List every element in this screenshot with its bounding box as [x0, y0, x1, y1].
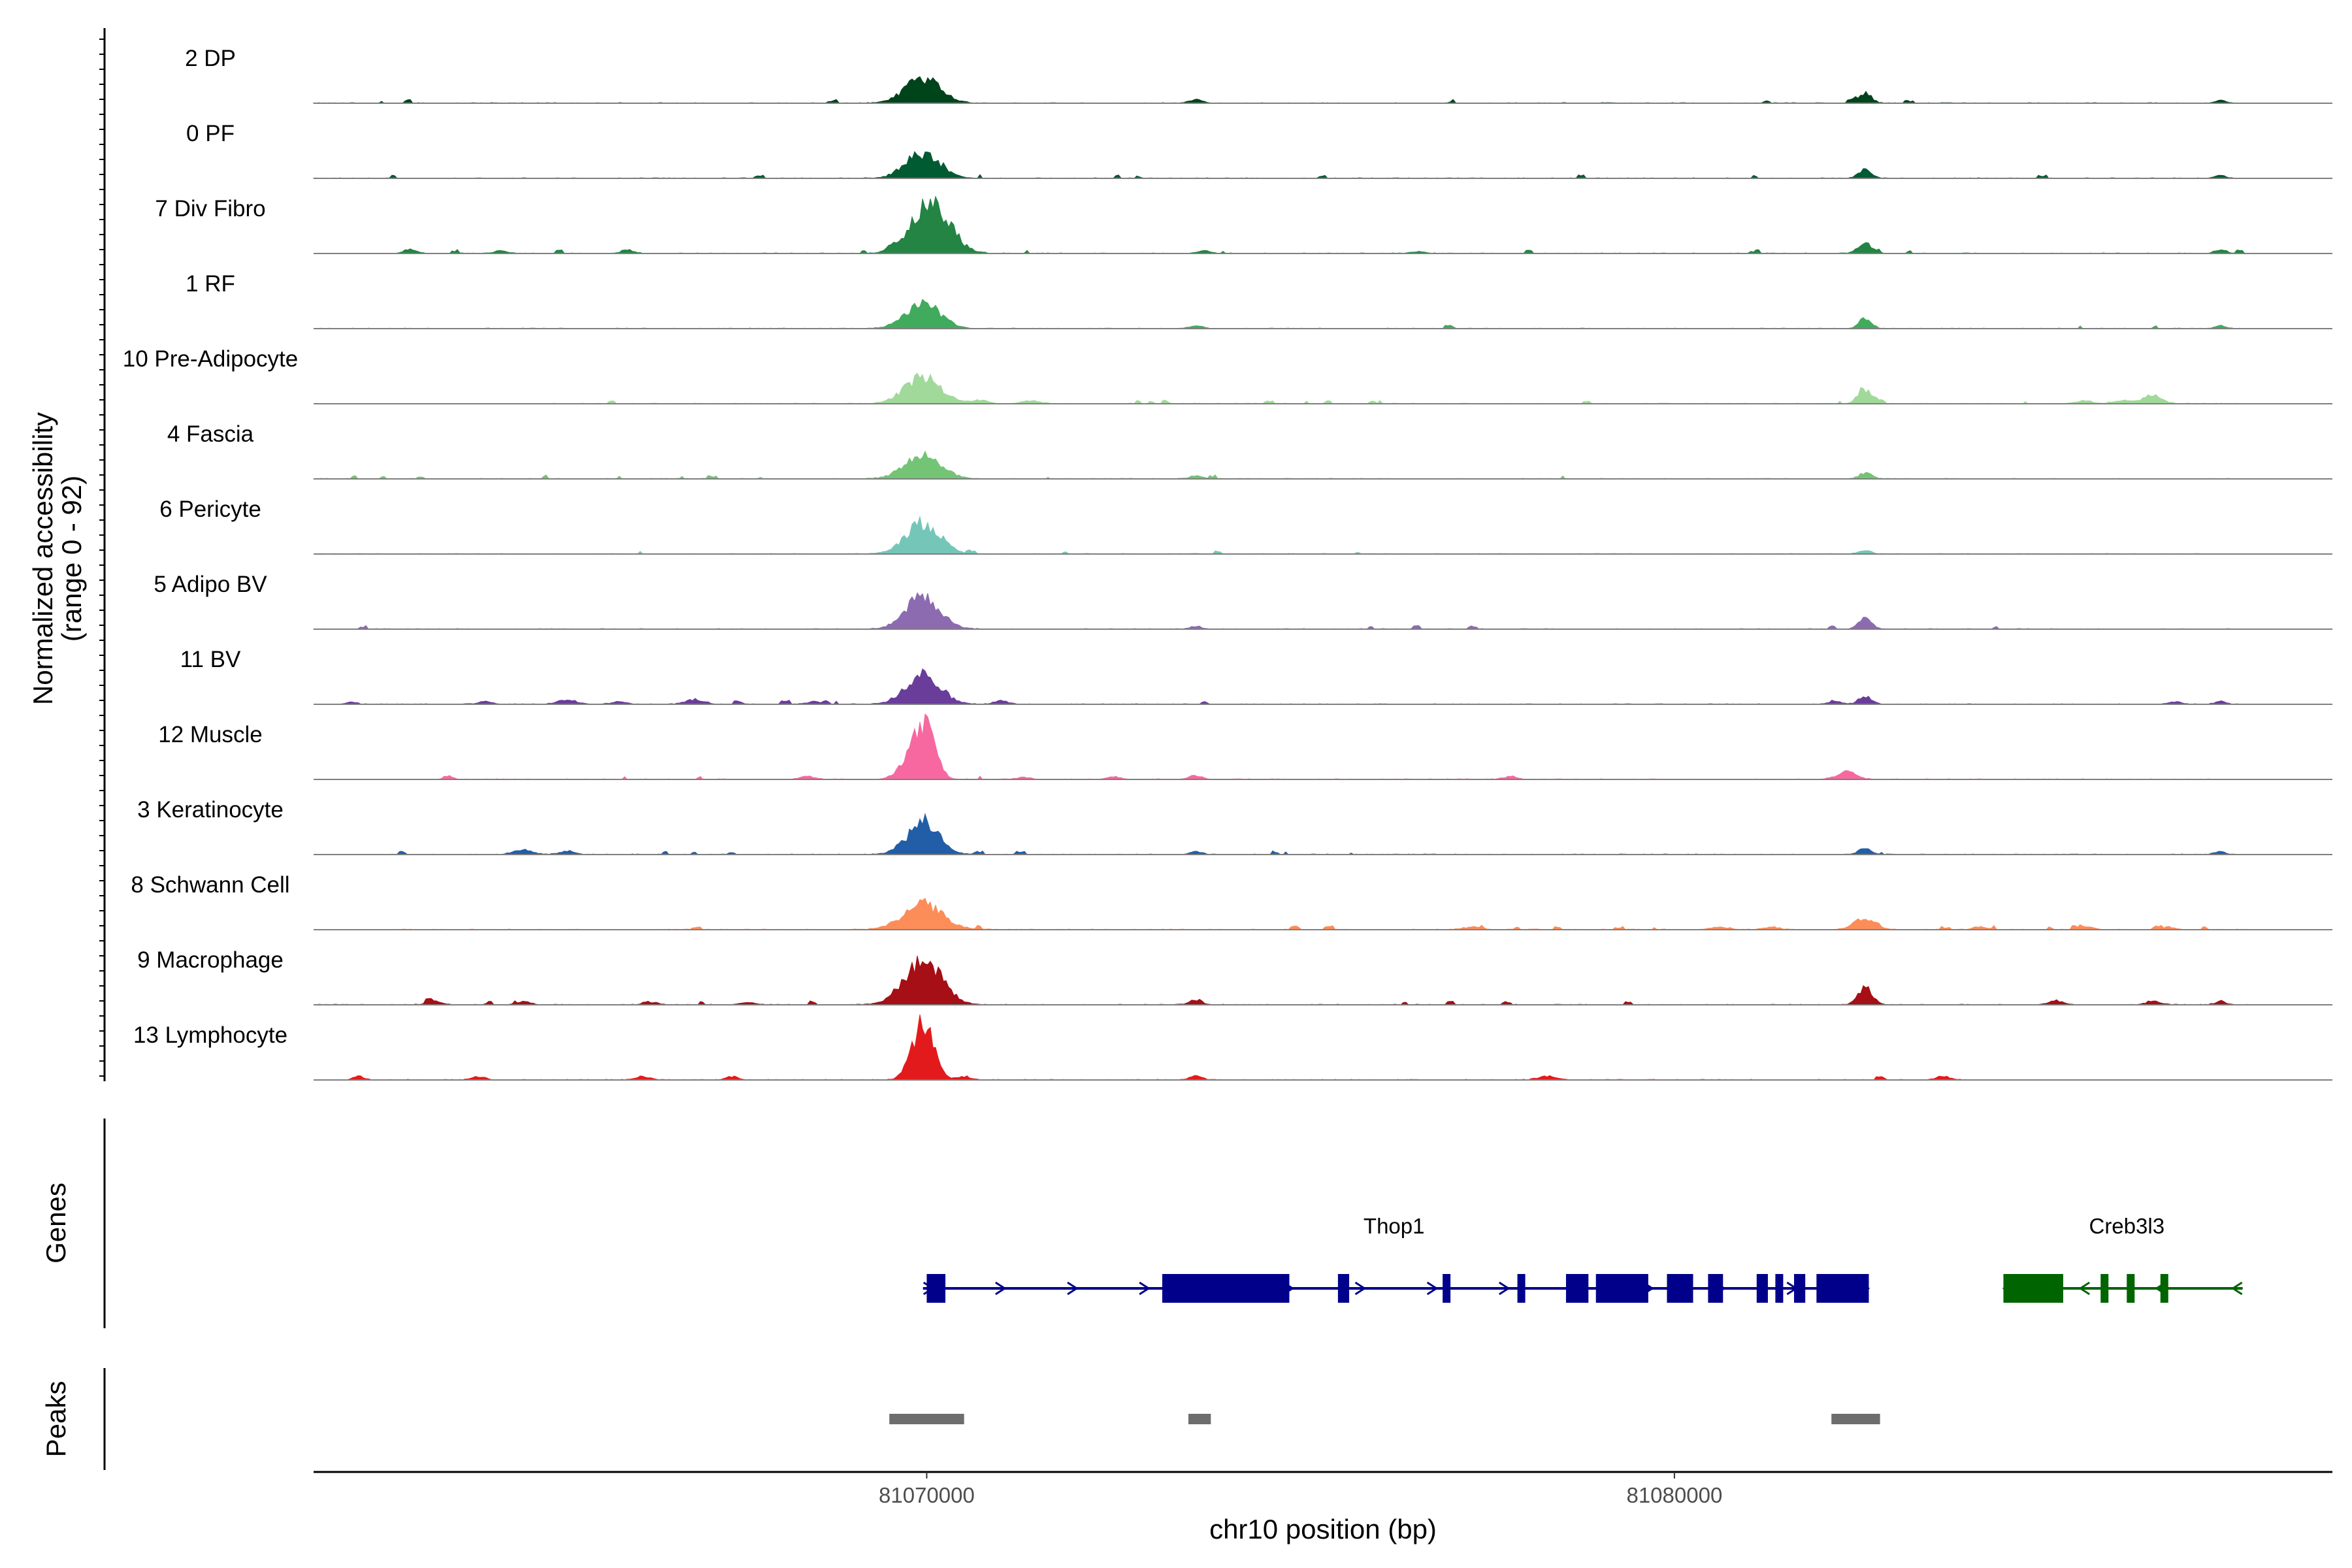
- strand-chevron: [1139, 1281, 1151, 1296]
- coverage-tracks: 2 DP 0 PF 7 Div Fibro 1 RF 10 Pre-Adipocyte 4…: [123, 46, 2332, 1081]
- coverage-area: [313, 592, 2332, 630]
- coverage-area: [313, 76, 2332, 104]
- y-axis-title-line2: (range 0 - 92): [56, 476, 87, 642]
- gene-exon: [1794, 1274, 1806, 1303]
- gene-exon: [1337, 1274, 1350, 1303]
- peak-region: [1188, 1414, 1211, 1424]
- gene-exon: [1565, 1274, 1589, 1303]
- gene-exon: [2003, 1274, 2063, 1303]
- gene-exon: [2100, 1274, 2109, 1303]
- coverage-area: [313, 151, 2332, 179]
- track-label: 9 Macrophage: [137, 947, 284, 973]
- gene-exon: [1775, 1274, 1784, 1303]
- coverage-area: [314, 955, 2332, 1005]
- track-12: 9 Macrophage: [137, 947, 2332, 1005]
- x-axis-title: chr10 position (bp): [1209, 1514, 1437, 1544]
- coverage-area: [314, 372, 2332, 404]
- track-11: 8 Schwann Cell: [131, 872, 2332, 930]
- track-1: 0 PF: [186, 121, 2332, 179]
- coverage-area: [314, 195, 2332, 254]
- coverage-area: [314, 898, 2332, 930]
- gene-exon: [1517, 1274, 1526, 1303]
- track-label: 2 DP: [185, 46, 236, 71]
- gene-exon: [1816, 1274, 1869, 1303]
- coverage-area: [314, 299, 2332, 329]
- x-tick-label: 81080000: [1626, 1483, 1722, 1507]
- track-8: 11 BV: [180, 647, 2332, 705]
- track-label: 12 Muscle: [158, 722, 263, 747]
- track-9: 12 Muscle: [158, 713, 2332, 780]
- strand-chevron: [1426, 1281, 1439, 1296]
- coverage-area: [314, 713, 2332, 780]
- track-0: 2 DP: [185, 46, 2332, 104]
- strand-chevron: [1067, 1281, 1079, 1296]
- x-axis-ticks: 81070000 81080000: [879, 1472, 1722, 1507]
- track-label: 7 Div Fibro: [155, 196, 265, 221]
- coverage-y-axis-ticks: [99, 39, 105, 1077]
- peak-region: [1831, 1414, 1880, 1424]
- track-label: 5 Adipo BV: [154, 572, 267, 597]
- gene-exon: [926, 1274, 946, 1303]
- track-label: 6 Pericyte: [159, 497, 261, 522]
- track-2: 7 Div Fibro: [155, 195, 2332, 254]
- coverage-area: [314, 516, 2332, 555]
- y-axis-title-line1: Normalized accessibility: [27, 412, 58, 705]
- track-label: 3 Keratinocyte: [137, 797, 284, 823]
- track-label: 13 Lymphocyte: [133, 1022, 287, 1048]
- track-10: 3 Keratinocyte: [137, 797, 2332, 855]
- track-label: 0 PF: [186, 121, 235, 146]
- gene-exon: [1756, 1274, 1768, 1303]
- strand-chevron: [995, 1281, 1007, 1296]
- track-label: 10 Pre-Adipocyte: [123, 346, 298, 372]
- strand-chevron: [1498, 1281, 1511, 1296]
- gene-exon: [2127, 1274, 2135, 1303]
- gene-label: Creb3l3: [2089, 1214, 2164, 1238]
- strand-chevron: [2078, 1281, 2091, 1296]
- strand-chevron: [2230, 1281, 2243, 1296]
- gene-label: Thop1: [1364, 1214, 1425, 1238]
- coverage-area: [314, 1014, 2332, 1081]
- track-4: 10 Pre-Adipocyte: [123, 346, 2332, 404]
- gene-exon: [1443, 1274, 1451, 1303]
- peak-region: [889, 1414, 964, 1424]
- track-13: 13 Lymphocyte: [133, 1014, 2332, 1081]
- gene-exon: [1595, 1274, 1648, 1303]
- gene-exon: [1708, 1274, 1723, 1303]
- track-3: 1 RF: [186, 271, 2332, 329]
- coverage-area: [313, 450, 2332, 480]
- peaks-panel-label: Peaks: [41, 1381, 71, 1458]
- track-label: 11 BV: [180, 647, 241, 672]
- peaks-track: [889, 1414, 1880, 1424]
- track-label: 1 RF: [186, 271, 235, 297]
- coverage-area: [314, 813, 2332, 855]
- gene-exon: [1162, 1274, 1290, 1303]
- genes-track: Thop1 Creb3l3: [923, 1214, 2243, 1303]
- gene-thop1: Thop1: [923, 1214, 1870, 1303]
- strand-chevron: [1354, 1281, 1367, 1296]
- track-5: 4 Fascia: [167, 421, 2332, 480]
- track-label: 4 Fascia: [167, 421, 254, 447]
- gene-creb3l3: Creb3l3: [2002, 1214, 2243, 1303]
- track-6: 6 Pericyte: [159, 497, 2332, 555]
- track-label: 8 Schwann Cell: [131, 872, 289, 898]
- genes-panel-label: Genes: [41, 1183, 71, 1264]
- x-tick-label: 81070000: [879, 1483, 975, 1507]
- gene-exon: [1667, 1274, 1693, 1303]
- gene-exon: [2160, 1274, 2168, 1303]
- coverage-area: [314, 668, 2332, 705]
- track-7: 5 Adipo BV: [154, 572, 2332, 630]
